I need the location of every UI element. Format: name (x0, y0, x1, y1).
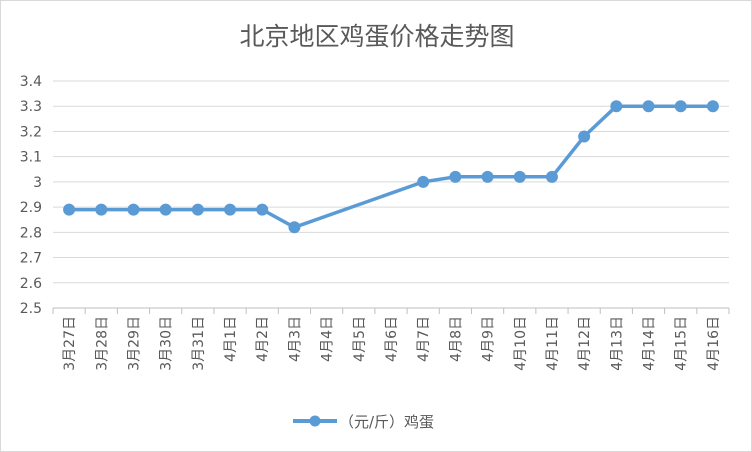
gridlines (53, 80, 729, 284)
x-tick-label: 4月9日 (481, 316, 497, 362)
data-point (224, 203, 237, 216)
data-point (674, 100, 687, 113)
data-point (481, 170, 494, 183)
y-tick-label: 3.2 (20, 124, 42, 140)
legend-entry: （元/斤）鸡蛋 (339, 413, 434, 431)
x-tick-label: 3月29日 (126, 316, 142, 371)
x-tick-label: 4月4日 (320, 316, 336, 362)
x-tick-label: 3月27日 (62, 316, 78, 371)
x-tick-label: 4月10日 (513, 316, 529, 371)
data-point (288, 221, 301, 234)
data-point (95, 203, 108, 216)
chart-title: 北京地区鸡蛋价格走势图 (239, 22, 514, 51)
x-tick-label: 4月16日 (706, 316, 722, 371)
y-tick-label: 2.5 (20, 301, 42, 317)
x-tick-label: 3月30日 (159, 316, 175, 371)
x-tick-label: 3月28日 (94, 316, 110, 371)
data-point (706, 100, 719, 113)
data-point (545, 170, 558, 183)
y-tick-label: 3.3 (20, 99, 42, 115)
data-point (417, 175, 430, 188)
x-tick-label: 4月3日 (287, 316, 303, 362)
x-axis (52, 307, 730, 314)
y-tick-label: 2.7 (20, 251, 42, 267)
x-tick-label: 4月13日 (609, 316, 625, 371)
x-tick-label: 4月15日 (674, 316, 690, 371)
data-point (578, 130, 591, 143)
data-point (642, 100, 655, 113)
x-tick-label: 4月6日 (384, 316, 400, 362)
x-tick-label: 4月5日 (352, 316, 368, 362)
y-tick-label: 3.4 (20, 74, 42, 90)
x-tick-label: 4月7日 (416, 316, 432, 362)
legend: （元/斤）鸡蛋 (293, 413, 434, 431)
data-point (449, 170, 462, 183)
y-tick-label: 2.8 (20, 225, 42, 241)
data-point (256, 203, 269, 216)
y-tick-label: 3 (33, 175, 42, 191)
x-tick-label: 4月1日 (223, 316, 239, 362)
y-tick-label: 3.1 (20, 150, 42, 166)
y-axis-tick-labels: 2.5 2.6 2.7 2.8 2.9 3 3.1 3.2 3.3 3.4 (20, 74, 42, 317)
data-point (127, 203, 140, 216)
data-point (63, 203, 76, 216)
y-tick-label: 2.9 (20, 200, 42, 216)
x-tick-label: 4月14日 (642, 316, 658, 371)
x-tick-label: 4月2日 (255, 316, 271, 362)
x-tick-label: 4月12日 (577, 316, 593, 371)
x-axis-tick-labels: 3月27日 3月28日 3月29日 3月30日 3月31日 4月1日 4月2日 4月3日 4月4… (62, 316, 722, 371)
data-point (513, 170, 526, 183)
data-point (610, 100, 623, 113)
series-line (63, 100, 719, 234)
x-tick-label: 3月31日 (191, 316, 207, 371)
x-tick-label: 4月8日 (448, 316, 464, 362)
data-point (159, 203, 172, 216)
legend-marker (309, 415, 321, 427)
data-point (191, 203, 204, 216)
x-tick-label: 4月11日 (545, 316, 561, 371)
y-tick-label: 2.6 (20, 276, 42, 292)
